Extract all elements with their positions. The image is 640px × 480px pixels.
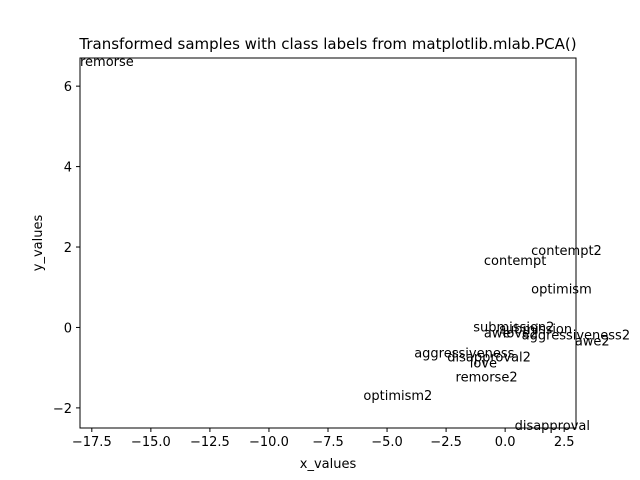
data-point-label: awe [484, 326, 511, 341]
x-tick-label: −12.5 [190, 435, 230, 450]
x-tick-label: −10.0 [249, 435, 289, 450]
chart-title: Transformed samples with class labels fr… [78, 35, 576, 53]
data-point-label: aggressiveness2 [522, 329, 630, 344]
data-point-label: love2 [503, 326, 539, 341]
y-axis-label: y_values [31, 215, 46, 272]
data-point-label: disapproval [515, 419, 590, 434]
y-tick-label: 0 [64, 321, 72, 336]
data-point-label: love [470, 357, 497, 372]
data-point-label: disapproval2 [447, 351, 531, 366]
data-point-label: optimism [531, 282, 592, 297]
data-point-label: contempt [484, 254, 546, 269]
data-point-label: submission2 [473, 320, 554, 335]
data-point-label: submission [499, 322, 572, 337]
x-axis-label: x_values [300, 457, 357, 472]
y-tick-label: 2 [64, 241, 72, 256]
data-point-label: contempt2 [531, 244, 602, 259]
x-tick-label: −5.0 [371, 435, 403, 450]
data-point-label: remorse [80, 55, 134, 70]
y-axis-ticks: −2 0 2 4 6 [53, 80, 80, 417]
x-tick-label: −15.0 [131, 435, 171, 450]
data-point-label: awe2 [575, 335, 610, 350]
x-tick-label: −7.5 [312, 435, 344, 450]
x-tick-label: −17.5 [72, 435, 112, 450]
x-tick-label: 0.0 [495, 435, 516, 450]
y-tick-label: −2 [53, 402, 72, 417]
x-axis-ticks: −17.5 −15.0 −12.5 −10.0 −7.5 −5.0 −2.5 0.0 2.5 [72, 428, 575, 450]
data-point-label: optimism2 [363, 389, 432, 404]
data-point-label: aggressiveness [414, 347, 514, 362]
x-tick-label: 2.5 [554, 435, 575, 450]
data-point-label: remorse2 [456, 371, 518, 386]
y-tick-label: 4 [64, 161, 72, 176]
x-tick-label: −2.5 [430, 435, 462, 450]
y-tick-label: 6 [64, 80, 72, 95]
